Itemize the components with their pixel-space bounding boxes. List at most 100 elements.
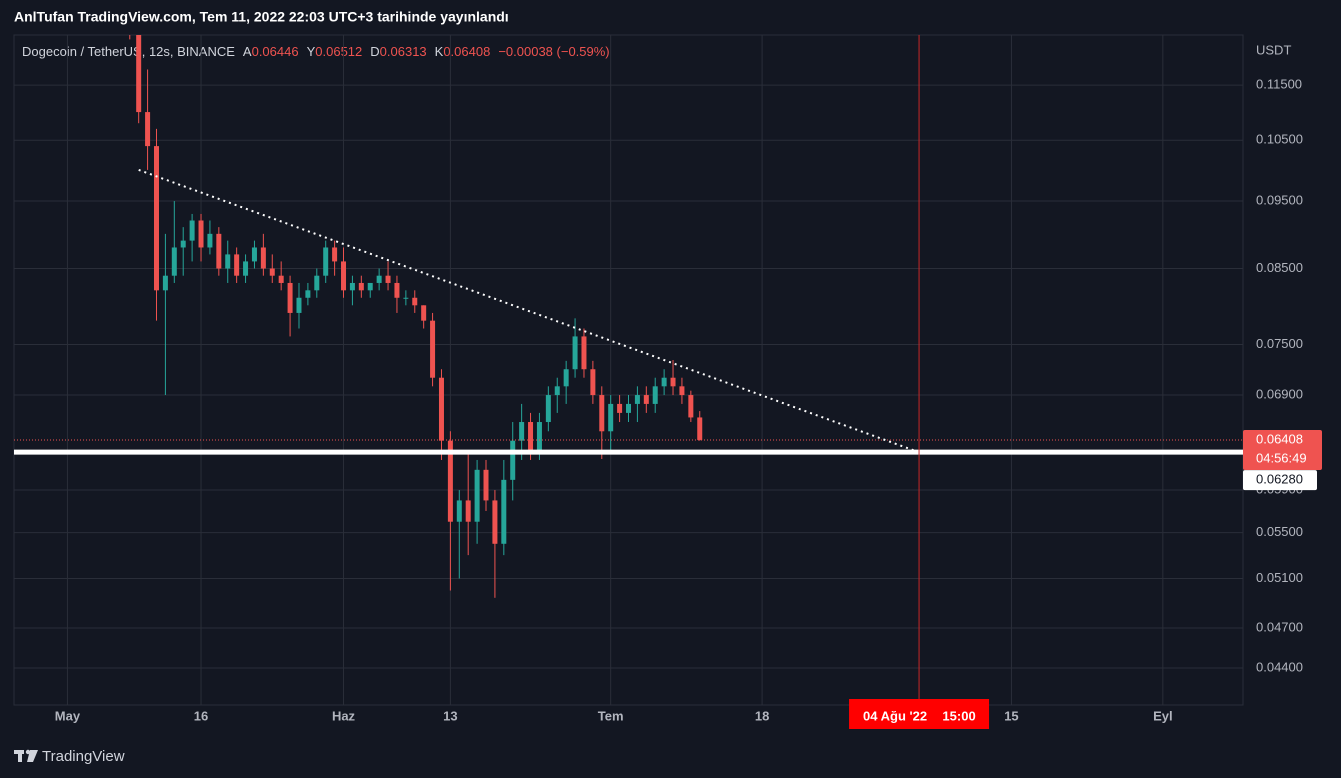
y-tick-label: 0.05100 bbox=[1256, 570, 1303, 585]
candle-body bbox=[305, 290, 311, 298]
last-price-box bbox=[1243, 429, 1322, 470]
cursor-time: 15:00 bbox=[942, 708, 975, 723]
candle-body bbox=[501, 479, 507, 544]
legend-symbol: Dogecoin / TetherUS, 12s, BINANCE bbox=[22, 44, 235, 59]
x-tick-label: May bbox=[55, 708, 81, 723]
y-tick-label: 0.09500 bbox=[1256, 192, 1303, 207]
candle-body bbox=[545, 395, 551, 423]
x-tick-label: 15 bbox=[1004, 708, 1018, 723]
legend-label: D bbox=[370, 44, 379, 59]
x-tick-label: Tem bbox=[598, 708, 624, 723]
candle-body bbox=[341, 261, 347, 291]
candle-body bbox=[697, 417, 703, 440]
plot-area bbox=[13, 34, 1244, 706]
y-tick-label: 0.08500 bbox=[1256, 260, 1303, 275]
candle-body bbox=[572, 336, 578, 370]
candle-body bbox=[679, 386, 685, 396]
candle-body bbox=[438, 377, 444, 441]
candle-body bbox=[180, 240, 186, 248]
countdown-label: 04:56:49 bbox=[1256, 450, 1307, 465]
legend-label: Y bbox=[307, 44, 316, 59]
candle-body bbox=[171, 247, 177, 276]
candle-body bbox=[590, 369, 596, 396]
candle-body bbox=[332, 247, 338, 262]
candle-body bbox=[145, 112, 151, 147]
candle-body bbox=[376, 275, 382, 283]
footer-brand: TradingView bbox=[42, 748, 125, 765]
candle-body bbox=[269, 268, 275, 276]
candle-body bbox=[510, 440, 516, 480]
plot bbox=[14, 35, 1243, 705]
candle-body bbox=[661, 377, 667, 387]
y-tick-label: 0.10500 bbox=[1256, 132, 1303, 147]
candle-body bbox=[599, 395, 605, 432]
candle-body bbox=[412, 297, 418, 306]
candle-body bbox=[243, 261, 249, 276]
candle-body bbox=[688, 395, 694, 418]
candle-body bbox=[367, 282, 373, 291]
candle-body bbox=[153, 146, 159, 291]
logo bbox=[14, 749, 38, 762]
candle-body bbox=[670, 377, 676, 387]
x-tick-label: 13 bbox=[443, 708, 457, 723]
candle-body bbox=[251, 247, 257, 262]
legend-value: 0.06512 bbox=[315, 44, 362, 59]
candle-body bbox=[198, 220, 204, 248]
candle-body bbox=[189, 220, 195, 241]
candle-body bbox=[581, 336, 587, 370]
y-tick-label: 0.04700 bbox=[1256, 619, 1303, 634]
legend-change: −0.00038 (−0.59%) bbox=[498, 44, 609, 59]
candle-body bbox=[136, 35, 142, 113]
y-unit: USDT bbox=[1256, 42, 1291, 57]
candle-body bbox=[314, 275, 320, 291]
candle-body bbox=[465, 500, 471, 522]
cursor-label-box bbox=[849, 699, 990, 729]
candle-body bbox=[626, 403, 631, 413]
y-tick-label: 0.05500 bbox=[1256, 524, 1303, 539]
candle-body bbox=[385, 275, 391, 283]
legend-value: 0.06446 bbox=[252, 44, 299, 59]
candle-body bbox=[207, 233, 213, 248]
x-tick-label: 16 bbox=[194, 708, 208, 723]
candle-body bbox=[634, 395, 640, 404]
candle-body bbox=[554, 386, 560, 396]
candle-body bbox=[358, 282, 364, 291]
candle-body bbox=[447, 440, 453, 522]
candle-body bbox=[474, 469, 480, 522]
candle-body bbox=[234, 254, 240, 276]
x-tick-label: Haz bbox=[332, 708, 356, 723]
candle-body bbox=[278, 275, 284, 283]
header-title: AnlTufan TradingView.com, Tem 11, 2022 2… bbox=[14, 9, 509, 25]
candle-body bbox=[421, 305, 427, 321]
legend-label: A bbox=[243, 44, 252, 59]
legend-value: 0.06408 bbox=[443, 44, 490, 59]
candle-body bbox=[260, 247, 266, 269]
candle-body bbox=[608, 403, 614, 432]
candle-body bbox=[643, 395, 649, 404]
last-price-label: 0.06408 bbox=[1256, 431, 1303, 446]
cursor-date: 04 Ağu '22 bbox=[863, 708, 927, 723]
horizontal-line-label: 0.06280 bbox=[1256, 472, 1303, 487]
candle-body bbox=[528, 422, 534, 451]
candle-body bbox=[403, 297, 409, 299]
legend-value: 0.06313 bbox=[380, 44, 427, 59]
candle-body bbox=[492, 500, 498, 544]
candle-body bbox=[225, 254, 231, 269]
x-tick-label: Eyl bbox=[1153, 708, 1173, 723]
y-tick-label: 0.07500 bbox=[1256, 336, 1303, 351]
candle-body bbox=[162, 275, 168, 291]
y-tick-label: 0.04400 bbox=[1256, 659, 1303, 674]
candle-body bbox=[287, 282, 293, 313]
y-tick-label: 0.06900 bbox=[1256, 386, 1303, 401]
candle-body bbox=[563, 369, 569, 387]
y-tick-label: 0.11500 bbox=[1256, 77, 1302, 92]
candle-body bbox=[519, 422, 525, 441]
candle-body bbox=[430, 320, 436, 378]
x-tick-label: 18 bbox=[755, 708, 769, 723]
legend: Dogecoin / TetherUS, 12s, BINANCE A0.0644… bbox=[22, 44, 610, 59]
candle-body bbox=[536, 422, 542, 451]
candle-body bbox=[296, 297, 302, 313]
candle-body bbox=[617, 403, 623, 413]
legend-label: K bbox=[435, 44, 444, 59]
